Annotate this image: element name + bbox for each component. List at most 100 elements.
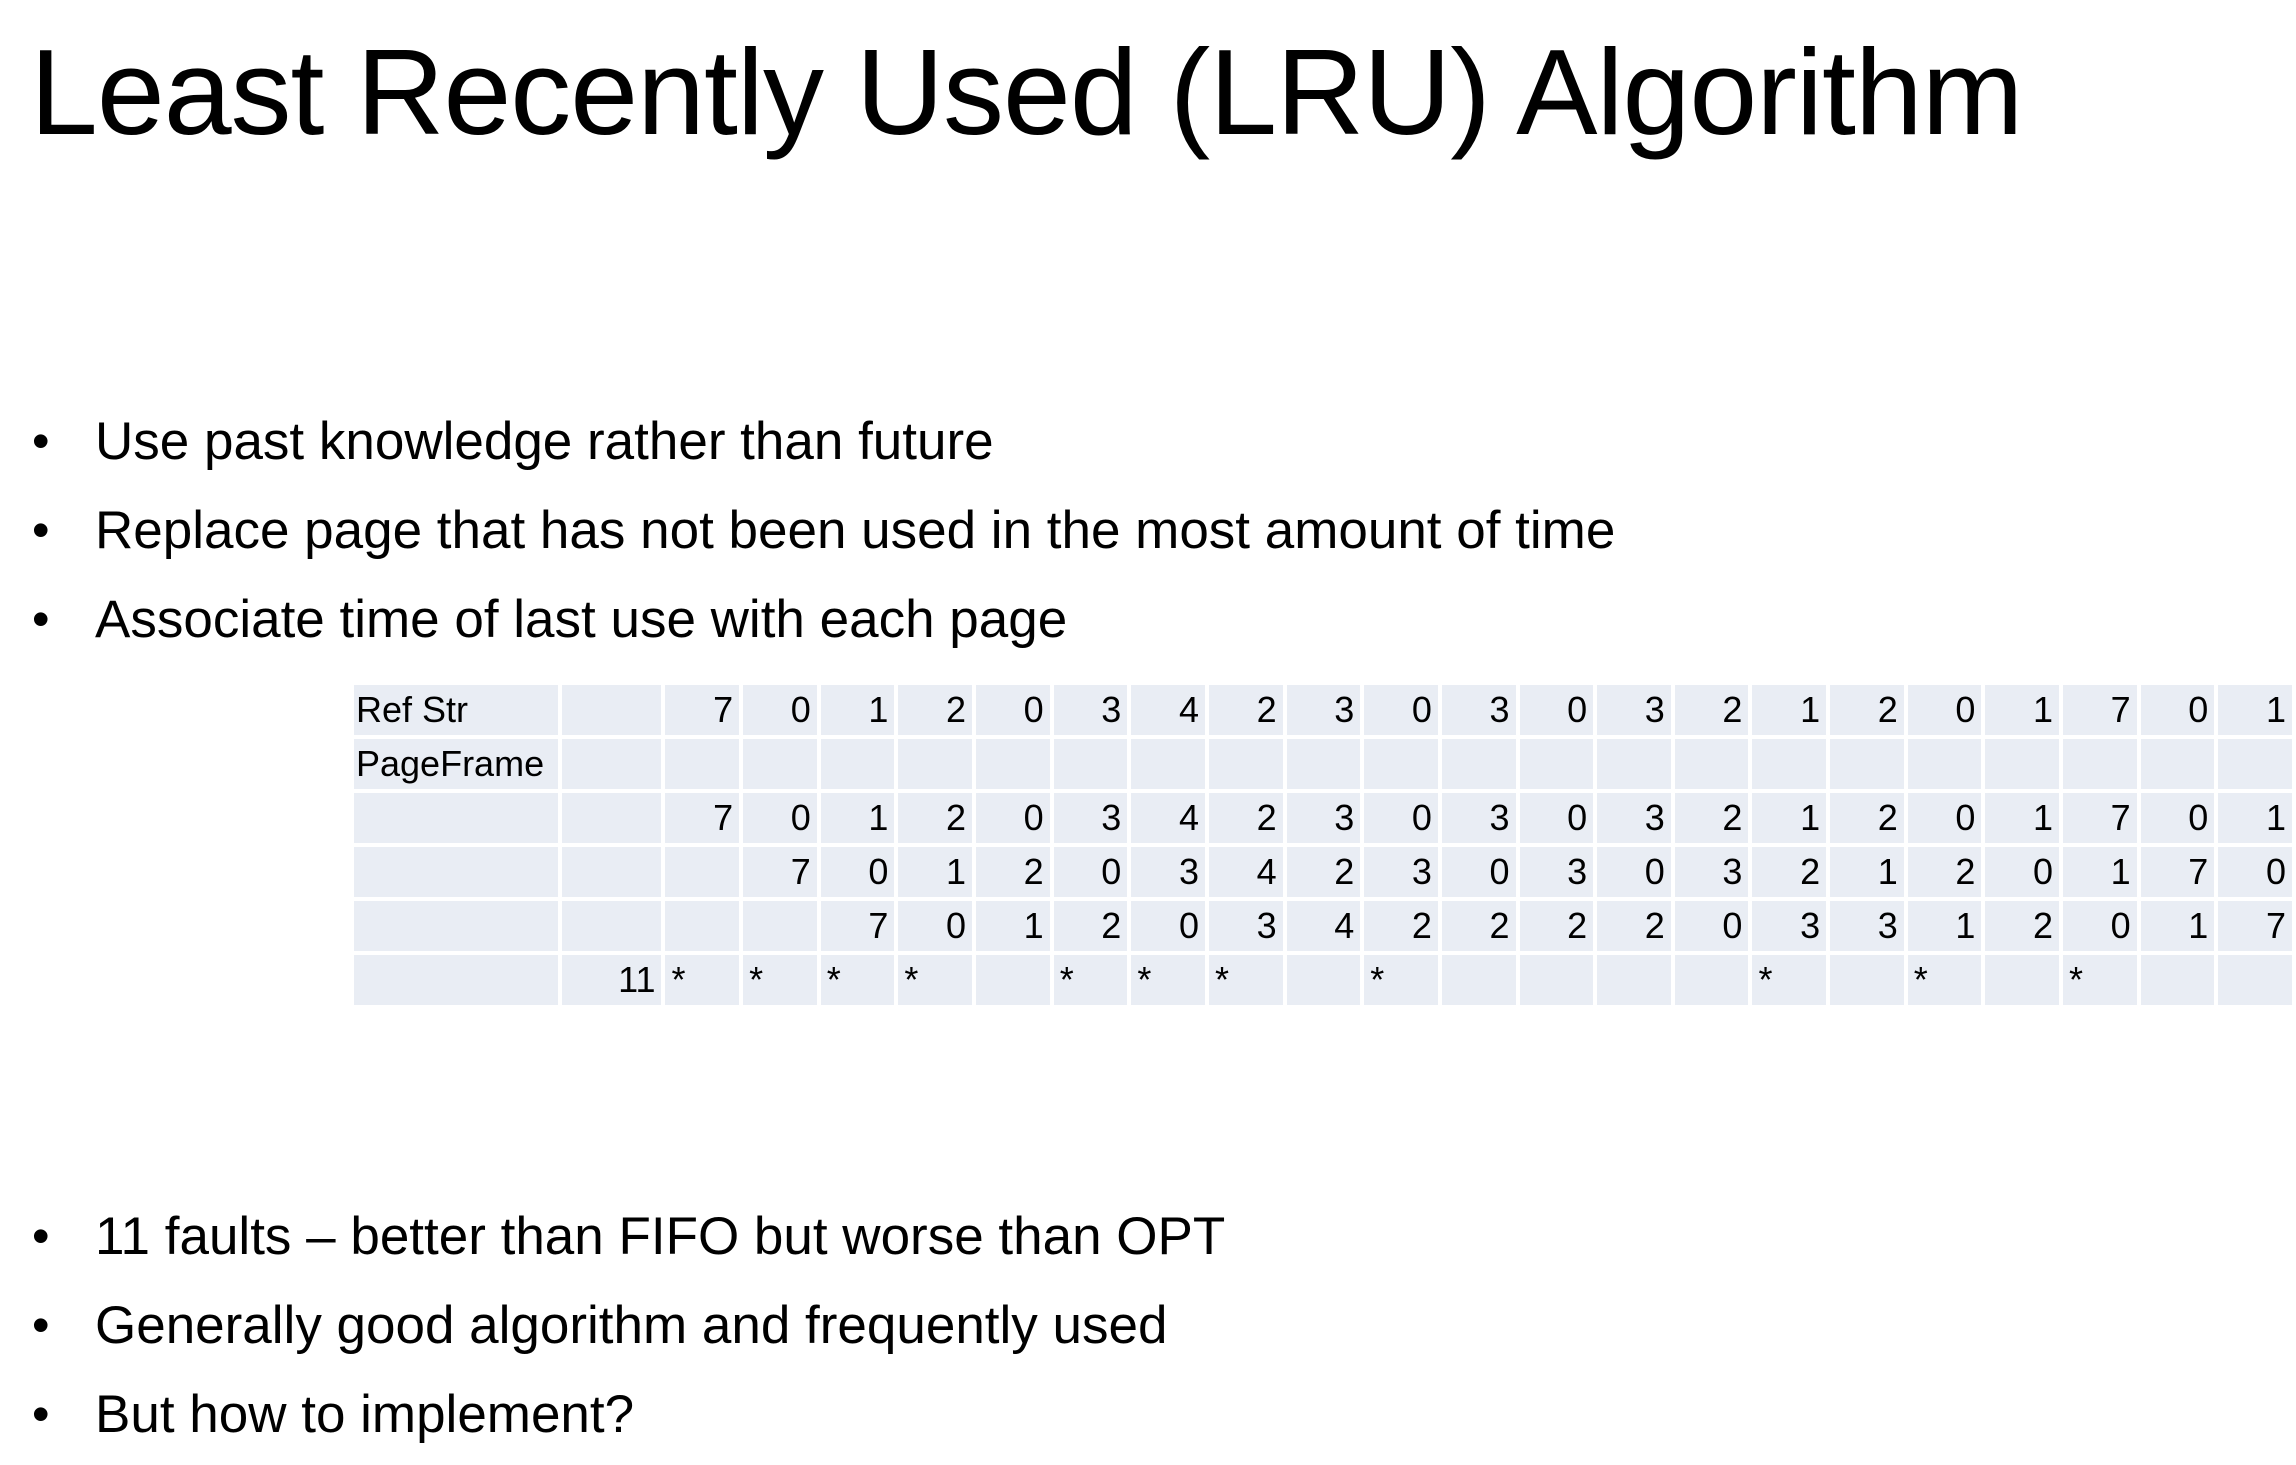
- table-cell: [1752, 739, 1827, 789]
- table-cell: 2: [1053, 901, 1128, 951]
- table-cell: 7: [2063, 793, 2137, 843]
- table-cell: 1: [1830, 847, 1904, 897]
- table-cell: *: [1053, 955, 1128, 1005]
- lru-table: Ref Str 7 0 1 2 0 3 4 2 3 0 3 0 3 2 1 2 0 1 7 0 1 PageFrame 7 0 1…: [350, 681, 2296, 1009]
- table-cell: [1286, 739, 1361, 789]
- table-cell: 1: [820, 685, 895, 735]
- table-cell: [1364, 739, 1438, 789]
- table-cell: 0: [820, 847, 895, 897]
- table-cell: [2218, 739, 2292, 789]
- table-cell: 2: [1208, 685, 1283, 735]
- table-cell: [665, 847, 740, 897]
- table-cell: [354, 955, 558, 1005]
- table-cell: [1830, 955, 1904, 1005]
- table-cell: 4: [1286, 901, 1361, 951]
- table-cell: 2: [1830, 793, 1904, 843]
- table-cell: 0: [1597, 847, 1671, 897]
- table-cell: [820, 739, 895, 789]
- table-cell: 7: [2140, 847, 2215, 897]
- table-cell: [1907, 739, 1982, 789]
- table-cell: 1: [820, 793, 895, 843]
- table-cell: *: [1752, 955, 1827, 1005]
- table-cell: 3: [1441, 685, 1516, 735]
- table-cell: 0: [1364, 685, 1438, 735]
- table-cell: 2: [1752, 847, 1827, 897]
- table-cell: 0: [1053, 847, 1128, 897]
- table-cell: [898, 739, 973, 789]
- table-cell: *: [1131, 955, 1205, 1005]
- table-cell: 0: [2063, 901, 2137, 951]
- table-cell: [1985, 739, 2060, 789]
- table-row: Ref Str 7 0 1 2 0 3 4 2 3 0 3 0 3 2 1 2 0 1 7 0 1: [354, 685, 2292, 735]
- table-cell: 3: [1674, 847, 1749, 897]
- table-cell: 0: [1364, 793, 1438, 843]
- table-cell: *: [1208, 955, 1283, 1005]
- table-cell: 3: [1830, 901, 1904, 951]
- table-cell: [1985, 955, 2060, 1005]
- table-cell: 1: [1752, 685, 1827, 735]
- table-cell: 3: [1597, 793, 1671, 843]
- table-cell: 2: [898, 685, 973, 735]
- table-cell: [2140, 739, 2215, 789]
- table-cell: *: [743, 955, 817, 1005]
- table-cell: 1: [1985, 685, 2060, 735]
- table-cell: [1441, 739, 1516, 789]
- table-cell: 0: [1519, 685, 1594, 735]
- table-cell: 3: [1131, 847, 1205, 897]
- table-row: PageFrame: [354, 739, 2292, 789]
- table-cell: 2: [976, 847, 1050, 897]
- table-cell: [1208, 739, 1283, 789]
- table-cell: 1: [976, 901, 1050, 951]
- table-cell: [1674, 955, 1749, 1005]
- table-cell: 0: [1674, 901, 1749, 951]
- table-cell: 3: [1441, 793, 1516, 843]
- table-cell: [354, 901, 558, 951]
- table-cell: 0: [1131, 901, 1205, 951]
- table-cell: 3: [1597, 685, 1671, 735]
- table-cell: [976, 955, 1050, 1005]
- table-cell: 1: [2218, 685, 2292, 735]
- table-cell: 2: [1286, 847, 1361, 897]
- table-cell: [561, 847, 662, 897]
- table-cell: 2: [1674, 793, 1749, 843]
- table-cell: *: [1907, 955, 1982, 1005]
- table-cell: 2: [898, 793, 973, 843]
- table-cell: 2: [1907, 847, 1982, 897]
- table-cell: 3: [1208, 901, 1283, 951]
- table-cell: 0: [976, 685, 1050, 735]
- table-cell: 0: [1907, 793, 1982, 843]
- table-cell: 3: [1053, 793, 1128, 843]
- table-cell: 1: [1907, 901, 1982, 951]
- table-cell: 1: [2063, 847, 2137, 897]
- table-cell: 0: [1985, 847, 2060, 897]
- table-cell: [665, 739, 740, 789]
- table-cell: 7: [820, 901, 895, 951]
- table-cell: [1519, 739, 1594, 789]
- table-cell: 1: [1752, 793, 1827, 843]
- table-cell: [1597, 739, 1671, 789]
- table-cell: 3: [1752, 901, 1827, 951]
- table-cell: [561, 739, 662, 789]
- bullet: Generally good algorithm and frequently …: [0, 1281, 1225, 1370]
- table-cell: [1053, 739, 1128, 789]
- table-row: 11 * * * * * * * * * * *: [354, 955, 2292, 1005]
- table-cell: 2: [1519, 901, 1594, 951]
- bullet: Associate time of last use with each pag…: [0, 575, 1615, 664]
- table-cell: 1: [898, 847, 973, 897]
- slide-title: Least Recently Used (LRU) Algorithm: [30, 24, 2023, 160]
- table-cell: 2: [1597, 901, 1671, 951]
- table-cell: [2063, 739, 2137, 789]
- table-cell: 7: [743, 847, 817, 897]
- table-cell: *: [2063, 955, 2137, 1005]
- table-cell: [976, 739, 1050, 789]
- bullet: 11 faults – better than FIFO but worse t…: [0, 1192, 1225, 1281]
- table-cell: 1: [2140, 901, 2215, 951]
- table-cell: 0: [2140, 685, 2215, 735]
- table-cell: 0: [1907, 685, 1982, 735]
- table-cell: 3: [1286, 685, 1361, 735]
- table-cell: [354, 793, 558, 843]
- table-cell: [1597, 955, 1671, 1005]
